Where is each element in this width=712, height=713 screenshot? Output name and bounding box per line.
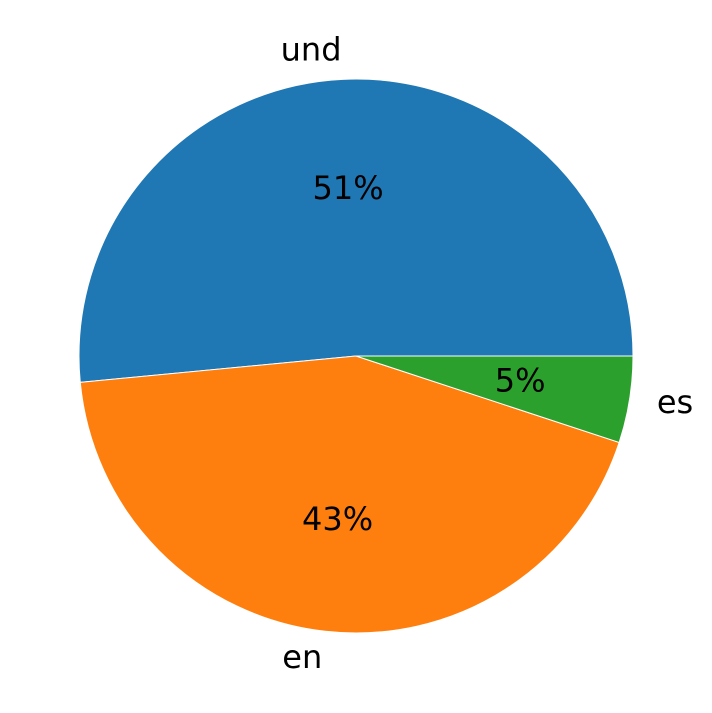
pie-slice [79, 355, 620, 634]
pie-slice [355, 355, 634, 444]
percent-label: 43% [302, 500, 373, 538]
slice-label: es [657, 383, 693, 421]
percent-label: 5% [495, 361, 546, 399]
slice-label: und [281, 31, 342, 69]
slice-label: en [282, 638, 322, 676]
pie-slice [78, 78, 634, 383]
percent-label: 51% [313, 169, 384, 207]
